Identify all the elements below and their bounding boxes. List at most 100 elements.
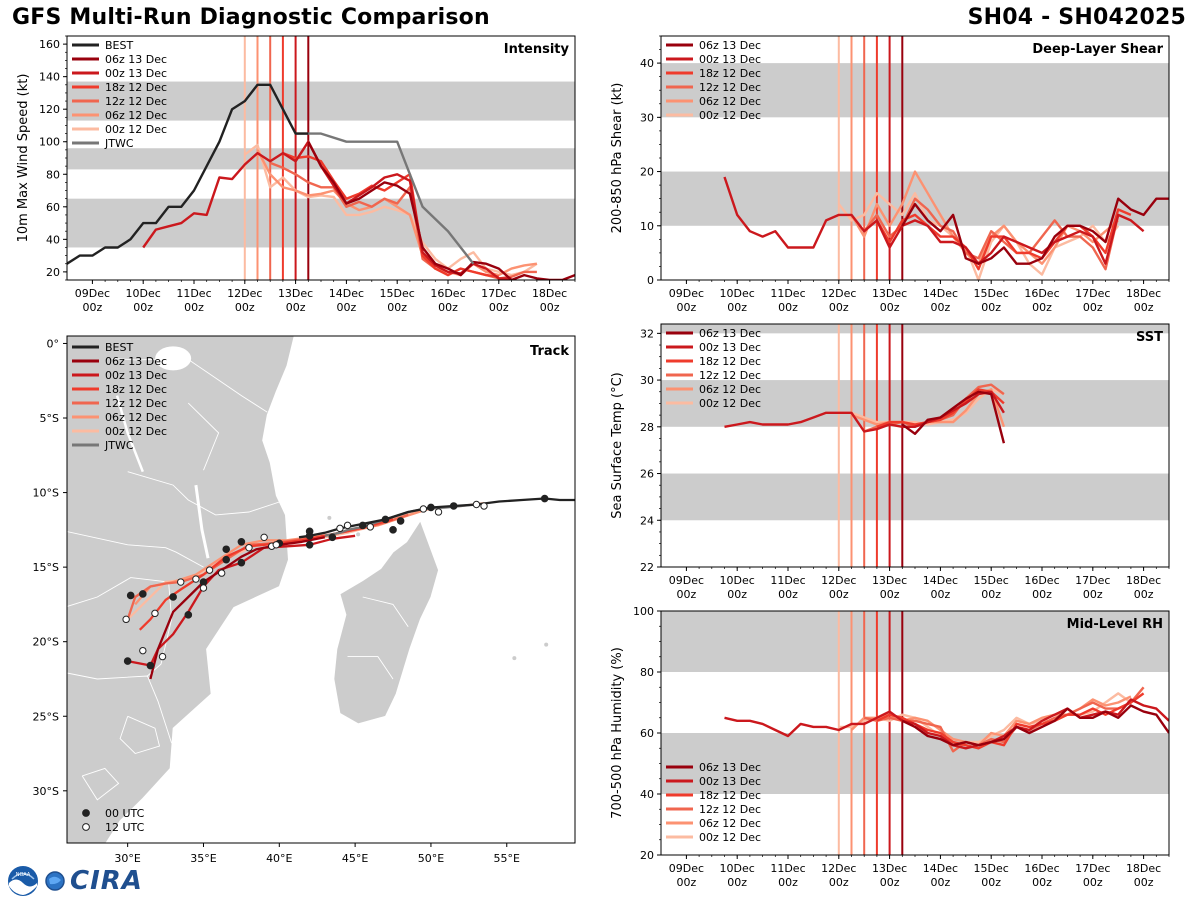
- intensity-xtick-label-hour: 00z: [337, 301, 357, 314]
- intensity-legend-label: BEST: [105, 39, 133, 52]
- marker-00utc: [381, 515, 390, 524]
- marker-00utc: [389, 526, 397, 534]
- sst-band-2: [661, 324, 1169, 334]
- marker-12utc: [343, 521, 352, 530]
- intensity-legend-label: 18z 12 Dec: [105, 81, 167, 94]
- intensity-band-1: [67, 148, 575, 170]
- track-legend-label: 00z 13 Dec: [105, 369, 167, 382]
- shear-legend-label: 00z 12 Dec: [699, 109, 761, 122]
- lake-tanganyika: [115, 395, 144, 473]
- rh-ytick-label: 20: [640, 849, 654, 862]
- intensity-xtick-label-date: 14Dec: [329, 287, 364, 300]
- track-frame: [66, 335, 576, 844]
- rh-legend-label: 06z 13 Dec: [699, 761, 761, 774]
- rh-xtick-label-hour: 00z: [1032, 876, 1052, 889]
- marker-12utc: [139, 646, 147, 655]
- shear-xtick-label-date: 12Dec: [821, 287, 856, 300]
- sst-legend-label: 12z 12 Dec: [699, 369, 761, 382]
- intensity-xtick-label-hour: 00z: [489, 301, 509, 314]
- track-marker-legend-symbol: [82, 809, 90, 817]
- sst-ytick-label: 22: [640, 561, 654, 574]
- intensity-ytick-label: 160: [39, 38, 60, 51]
- track-legend-label: JTWC: [104, 439, 134, 452]
- intensity-ylabel: 10m Max Wind Speed (kt): [16, 74, 31, 243]
- marker-00utc: [146, 661, 155, 670]
- shear-xtick-label-hour: 00z: [778, 301, 798, 314]
- track-ytick-label: 5°S: [40, 412, 59, 425]
- globe-icon: [45, 871, 65, 891]
- country-border: [67, 672, 173, 744]
- sst-xtick-label-date: 14Dec: [923, 574, 958, 587]
- sst-xtick-label-date: 11Dec: [770, 574, 805, 587]
- sst-ytick-label: 30: [640, 374, 654, 387]
- intensity-xtick-label-date: 15Dec: [380, 287, 415, 300]
- rh-xtick-label-date: 15Dec: [974, 862, 1009, 875]
- country-border: [67, 531, 204, 568]
- track-ytick-label: 20°S: [33, 636, 59, 649]
- intensity-xtick-label-date: 13Dec: [278, 287, 313, 300]
- rh-ytick-label: 80: [640, 666, 654, 679]
- marker-00utc: [237, 558, 246, 567]
- marker-12utc: [419, 505, 428, 513]
- rh-ytick-label: 100: [633, 605, 654, 618]
- shear-title: Deep-Layer Shear: [1032, 42, 1163, 57]
- shear-ytick-label: 30: [640, 111, 654, 124]
- sst-series-18z-12-Dec: [876, 388, 1005, 428]
- intensity-ytick-label: 60: [46, 201, 60, 214]
- shear-ytick-label: 20: [640, 166, 654, 179]
- sst-xtick-label-date: 13Dec: [872, 574, 907, 587]
- marker-00utc: [328, 533, 337, 542]
- track-ytick-label: 15°S: [33, 561, 59, 574]
- track-marker-legend-symbol: [82, 823, 90, 831]
- intensity-xtick-label-hour: 00z: [235, 301, 255, 314]
- sst-ylabel: Sea Surface Temp (°C): [610, 372, 625, 519]
- track-xtick-label: 55°E: [494, 852, 520, 865]
- intensity-series-06z-13-Dec: [307, 141, 575, 280]
- rh-title: Mid-Level RH: [1067, 617, 1163, 632]
- track-marker-legend-label: 12 UTC: [105, 821, 145, 834]
- rh-series-06z-13-Dec: [901, 704, 1169, 747]
- marker-00utc: [237, 537, 246, 546]
- sst-xtick-label-date: 10Dec: [720, 574, 755, 587]
- sst-band-0: [661, 473, 1169, 521]
- track-xtick-label: 30°E: [114, 852, 140, 865]
- intensity-xtick-label-date: 17Dec: [481, 287, 516, 300]
- intensity-xtick-label-date: 10Dec: [126, 287, 161, 300]
- rh-xtick-label-date: 11Dec: [770, 862, 805, 875]
- figure-title: GFS Multi-Run Diagnostic Comparison: [12, 5, 490, 30]
- intensity-xtick-label-hour: 00z: [438, 301, 458, 314]
- shear-xtick-label-date: 10Dec: [720, 287, 755, 300]
- marker-12utc: [217, 569, 226, 577]
- marker-00utc: [396, 517, 405, 525]
- country-border: [187, 402, 220, 471]
- intensity-series-BEST: [67, 83, 309, 265]
- rh-legend-label: 18z 12 Dec: [699, 789, 761, 802]
- shear-legend-label: 00z 13 Dec: [699, 53, 761, 66]
- island: [544, 642, 549, 647]
- rh-ytick-label: 60: [640, 727, 654, 740]
- shear-legend-label: 06z 12 Dec: [699, 95, 761, 108]
- rh-xtick-label-hour: 00z: [981, 876, 1001, 889]
- rh-xtick-label-hour: 00z: [677, 876, 697, 889]
- sst-xtick-label-date: 16Dec: [1024, 574, 1059, 587]
- track-xtick-label: 45°E: [342, 852, 368, 865]
- intensity-xtick-label-date: 18Dec: [532, 287, 567, 300]
- marker-12utc: [158, 652, 167, 661]
- intensity-xtick-label-date: 09Dec: [75, 287, 110, 300]
- rh-xtick-label-hour: 00z: [880, 876, 900, 889]
- country-border: [347, 656, 394, 680]
- rh-band-1: [661, 611, 1169, 672]
- sst-band-1: [661, 380, 1169, 427]
- island: [327, 515, 332, 520]
- track-ytick-label: 10°S: [33, 487, 59, 500]
- rh-xtick-label-hour: 00z: [778, 876, 798, 889]
- marker-12utc: [205, 566, 214, 574]
- track-legend-label: 06z 13 Dec: [105, 355, 167, 368]
- rh-plot-area: [661, 611, 1169, 855]
- intensity-series-JTWC: [295, 132, 475, 265]
- shear-xtick-label-hour: 00z: [727, 301, 747, 314]
- intensity-xtick-label-hour: 00z: [184, 301, 204, 314]
- sst-xtick-label-hour: 00z: [981, 588, 1001, 601]
- marker-12utc: [122, 615, 130, 624]
